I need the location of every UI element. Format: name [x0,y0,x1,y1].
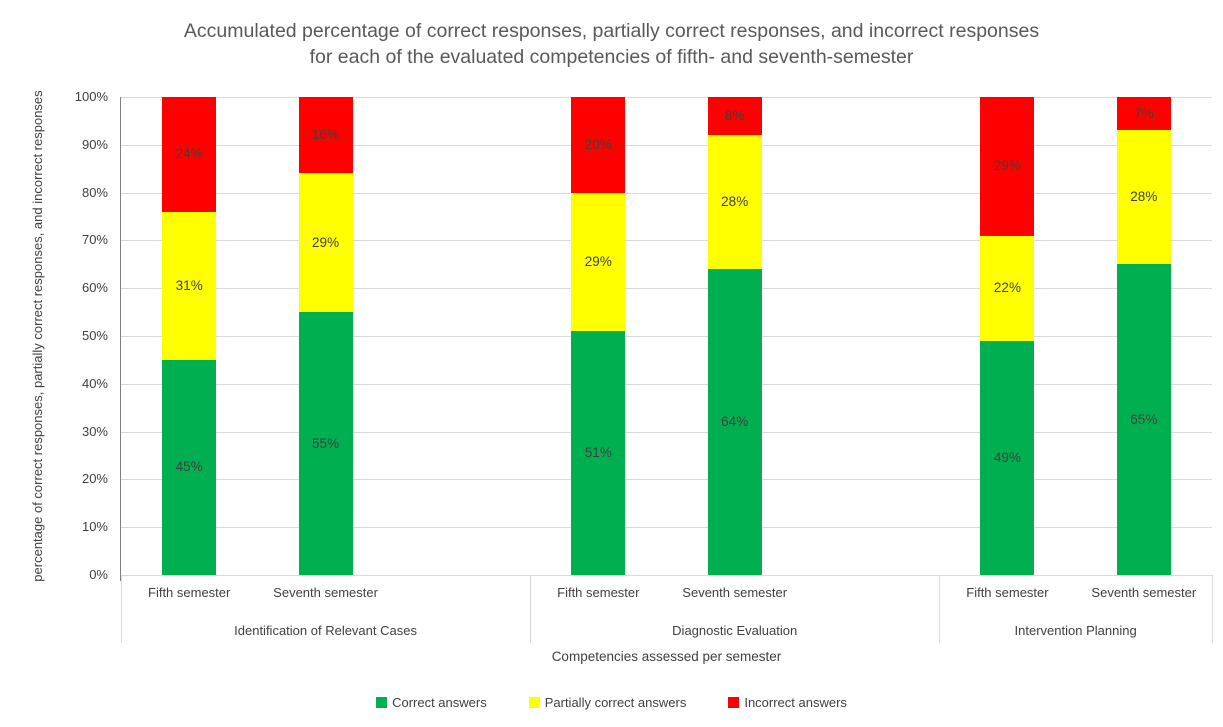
competency-group-label: Diagnostic Evaluation [672,623,798,638]
gridline [121,144,1212,146]
bar-value-label: 51% [584,445,612,461]
gridline [121,288,1212,290]
gridline [121,383,1212,385]
legend-label: Partially correct answers [544,695,687,710]
y-tick-label: 50% [81,328,108,343]
bar-segment-partially-correct-answers [1116,130,1171,265]
bar-segment-partially-correct-answers [707,135,762,270]
bar-value-label: 31% [175,277,203,293]
legend-swatch-partially-correct-answers [528,697,540,708]
gridline [121,192,1212,194]
y-tick-label: 80% [81,184,108,200]
y-tick-label: 100% [74,89,108,104]
bar-value-label: 28% [721,194,749,210]
semester-label: Fifth semester [966,585,1049,600]
y-axis-line [119,97,121,581]
legend-item-correct-answers: Correct answers [376,695,487,710]
y-tick-label: 40% [81,375,108,391]
gridline [121,527,1212,529]
bar-value-label: 8% [724,108,745,124]
category-divider [529,575,531,643]
y-tick-label: 90% [81,136,108,152]
legend-item-incorrect-answers: Incorrect answers [728,695,847,710]
bar-segment-incorrect-answers [162,97,217,212]
legend-swatch-correct-answers [376,697,388,708]
bar-value-label: 24% [175,146,203,162]
y-tick-label: 20% [81,471,108,487]
y-tick-label: 30% [81,423,108,439]
semester-label: Fifth semester [557,585,640,600]
legend-label: Incorrect answers [744,695,847,710]
bar-segment-correct-answers [162,359,217,575]
bar-value-label: 28% [1130,189,1158,205]
bar-segment-correct-answers [298,312,353,575]
gridline [121,479,1212,481]
x-axis-line [121,575,1212,576]
bar-segment-partially-correct-answers [162,211,217,360]
bar-segment-incorrect-answers [707,97,762,136]
semester-label: Seventh semester [273,585,378,600]
bar-segment-correct-answers [980,340,1035,575]
y-tick-label: 10% [81,519,108,535]
gridline [121,336,1212,337]
legend: Correct answers Partially correct answers… [0,695,1223,710]
semester-label: Seventh semester [682,585,788,600]
y-tick-label: 0% [89,567,108,582]
plot-area: 45% 31% 24% 55% 29% 16% 51% 29% 20% 64% 28% 8% 49% 22… [121,97,1212,576]
bar-segment-incorrect-answers [980,97,1035,236]
bar-segment-partially-correct-answers [980,235,1035,341]
bar-segment-incorrect-answers [298,97,353,174]
bar-segment-correct-answers [707,269,762,575]
chart-title: Accumulated percentage of correct respon… [183,20,1040,68]
legend-swatch-incorrect-answers [728,697,740,708]
bar-segment-partially-correct-answers [298,173,353,313]
competency-group-label: Identification of Relevant Cases [234,623,417,638]
bar-segment-correct-answers [1116,264,1171,575]
gridline [121,431,1212,433]
category-divider [120,575,122,643]
bar-value-label: 20% [584,136,612,152]
bar-value-label: 49% [993,449,1021,465]
bar-segment-incorrect-answers [1116,97,1171,131]
bar-segment-incorrect-answers [571,97,626,193]
bar-value-label: 45% [175,459,203,475]
bar-value-label: 16% [312,127,340,143]
y-tick-label: 70% [81,232,108,248]
bar-value-label: 64% [721,414,749,430]
bar-value-label: 55% [312,435,340,451]
bar-segment-correct-answers [571,331,626,575]
semester-label: Seventh semester [1091,585,1197,600]
bar-segment-partially-correct-answers [571,192,626,332]
semester-label: Fifth semester [148,585,231,600]
category-divider [1211,575,1213,643]
gridline [121,97,1212,98]
bar-value-label: 7% [1134,105,1154,121]
category-divider [938,575,940,643]
y-tick-label: 60% [81,280,108,296]
bar-value-label: 29% [312,234,340,250]
gridline [121,240,1212,242]
competency-group-label: Intervention Planning [1014,623,1137,638]
bar-value-label: 29% [584,253,612,269]
bar-value-label: 65% [1130,411,1158,427]
bar-value-label: 29% [993,158,1021,174]
legend-item-partially-correct-answers: Partially correct answers [528,695,687,710]
x-axis-title: Competencies assessed per semester [551,649,782,664]
legend-label: Correct answers [392,695,487,710]
bar-value-label: 22% [993,280,1021,296]
